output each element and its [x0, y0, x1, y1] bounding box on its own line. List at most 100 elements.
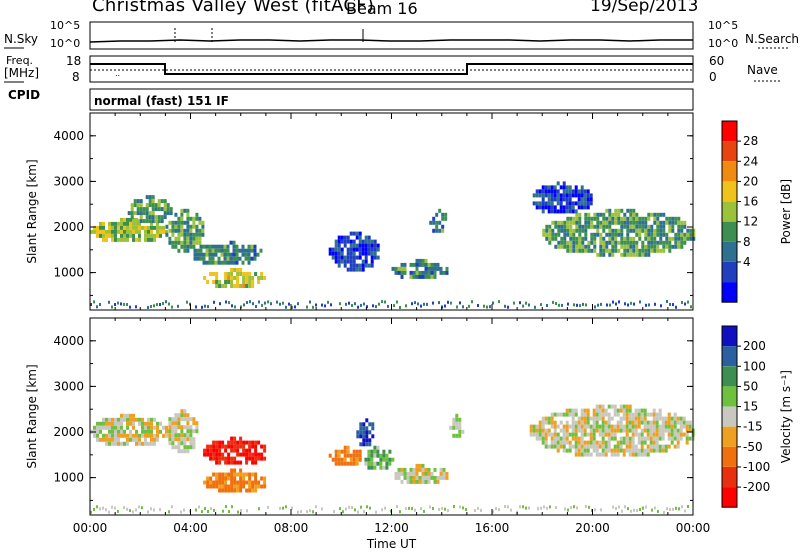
- data-cell-0-9: [550, 205, 554, 210]
- data-cell-1-0: [111, 429, 114, 434]
- data-cell-0-8: [641, 216, 645, 221]
- data-cell-1-3: [248, 484, 252, 489]
- data-cell-0-0: [150, 221, 153, 226]
- data-cell-1-9: [622, 440, 626, 445]
- ground-scatter-0: [555, 302, 557, 305]
- data-cell-1-0: [138, 433, 141, 438]
- data-cell-1-9: [589, 452, 593, 457]
- ground-scatter-1: [108, 510, 110, 514]
- data-cell-1-9: [553, 436, 557, 441]
- data-cell-0-5: [343, 239, 347, 244]
- data-cell-0-9: [577, 193, 581, 198]
- ground-scatter-1: [159, 508, 161, 512]
- data-cell-0-1: [169, 211, 173, 216]
- data-cell-0-8: [605, 240, 609, 245]
- data-cell-0-8: [599, 236, 603, 241]
- data-cell-0-8: [668, 236, 672, 241]
- data-cell-1-9: [625, 412, 629, 417]
- data-cell-1-9: [583, 416, 587, 421]
- data-cell-0-8: [659, 240, 663, 245]
- data-cell-1-6: [382, 465, 386, 470]
- data-cell-1-0: [147, 425, 150, 430]
- data-cell-0-8: [656, 248, 660, 253]
- ground-scatter-0: [381, 300, 383, 304]
- data-cell-0-9: [550, 197, 554, 202]
- data-cell-1-3: [212, 484, 216, 489]
- data-cell-1-9: [592, 432, 596, 437]
- data-cell-1-9: [685, 436, 689, 441]
- data-cell-1-9: [544, 432, 548, 437]
- data-cell-0-2: [183, 208, 187, 213]
- data-cell-0-3: [235, 260, 239, 265]
- data-cell-1-0: [123, 413, 126, 418]
- data-cell-1-9: [637, 408, 641, 413]
- data-cell-0-9: [577, 201, 581, 206]
- data-cell-0-2: [180, 228, 184, 233]
- data-cell-0-0: [141, 225, 144, 230]
- data-cell-1-9: [571, 432, 575, 437]
- data-cell-0-4: [224, 272, 228, 276]
- data-cell-0-8: [632, 212, 636, 217]
- ground-scatter-0: [270, 302, 272, 306]
- ground-scatter-0: [546, 304, 548, 307]
- ground-scatter-1: [366, 505, 368, 509]
- ground-scatter-0: [513, 301, 515, 305]
- data-cell-0-2: [183, 228, 187, 233]
- data-cell-0-2: [192, 236, 196, 241]
- data-cell-0-5: [364, 243, 368, 248]
- freq-tick-top: 18: [66, 54, 82, 68]
- data-cell-1-1: [168, 425, 172, 430]
- data-cell-1-9: [541, 416, 545, 421]
- data-cell-0-6: [445, 270, 449, 275]
- data-cell-0-8: [692, 236, 696, 241]
- data-cell-0-8: [596, 252, 600, 257]
- data-cell-1-0: [126, 433, 129, 438]
- data-cell-0-5: [349, 259, 353, 264]
- data-cell-1-0: [120, 417, 123, 422]
- data-cell-1-9: [616, 408, 620, 413]
- data-cell-0-8: [569, 216, 573, 221]
- data-cell-0-2: [183, 240, 187, 245]
- data-cell-1-9: [583, 424, 587, 429]
- data-cell-0-5: [349, 231, 353, 236]
- data-cell-1-0: [141, 421, 144, 426]
- data-cell-0-5: [364, 259, 368, 264]
- data-cell-1-5: [359, 430, 363, 435]
- data-cell-0-8: [626, 220, 630, 225]
- data-cell-0-3: [205, 260, 209, 265]
- data-cell-1-2: [227, 460, 231, 465]
- data-cell-0-8: [608, 232, 612, 237]
- data-cell-1-4: [337, 453, 341, 458]
- data-cell-1-8: [458, 421, 462, 426]
- data-cell-0-3: [220, 252, 224, 257]
- ground-scatter-0: [633, 302, 635, 306]
- data-cell-1-0: [150, 421, 153, 426]
- data-cell-0-6: [424, 262, 428, 267]
- data-cell-1-9: [616, 440, 620, 445]
- y-tick-label-0: 4000: [53, 129, 84, 143]
- data-cell-1-7: [409, 471, 413, 476]
- data-cell-0-1: [160, 215, 164, 220]
- data-cell-0-4: [242, 272, 246, 276]
- ground-scatter-0: [186, 300, 188, 304]
- data-cell-1-2: [212, 440, 216, 445]
- data-cell-1-2: [251, 452, 255, 457]
- data-cell-1-9: [592, 444, 596, 449]
- data-cell-0-4: [251, 276, 255, 280]
- colorbar-tick-label-1: 15: [743, 400, 758, 414]
- data-cell-1-1: [189, 429, 193, 434]
- data-cell-1-1: [177, 417, 181, 422]
- data-cell-0-4: [218, 284, 222, 288]
- data-cell-1-9: [679, 436, 683, 441]
- data-cell-1-9: [640, 452, 644, 457]
- data-cell-1-9: [583, 420, 587, 425]
- data-cell-1-9: [646, 412, 650, 417]
- data-cell-1-9: [631, 444, 635, 449]
- data-cell-0-8: [623, 220, 627, 225]
- data-cell-1-1: [177, 413, 181, 418]
- data-cell-0-8: [590, 248, 594, 253]
- data-cell-0-4: [236, 276, 240, 280]
- data-cell-1-7: [427, 475, 431, 480]
- data-cell-1-5: [362, 442, 366, 447]
- data-cell-1-0: [117, 421, 120, 426]
